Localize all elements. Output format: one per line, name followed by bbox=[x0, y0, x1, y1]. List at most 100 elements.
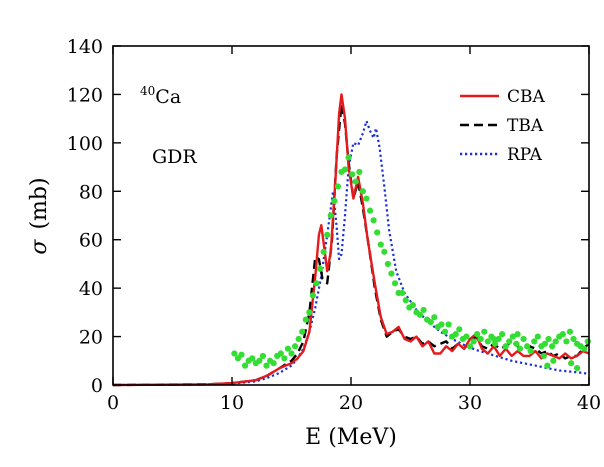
data-point-experiment-71 bbox=[484, 338, 491, 345]
data-point-experiment-15 bbox=[284, 345, 292, 352]
x-tick-label-10: 10 bbox=[220, 392, 244, 414]
legend-label-cba: CBA bbox=[507, 87, 546, 107]
x-tick-label-0: 0 bbox=[107, 392, 119, 414]
data-point-experiment-8 bbox=[259, 352, 267, 360]
data-point-experiment-43 bbox=[384, 260, 391, 268]
data-point-experiment-99 bbox=[584, 338, 591, 345]
data-point-experiment-74 bbox=[495, 335, 502, 343]
data-point-experiment-47 bbox=[399, 289, 406, 297]
data-point-experiment-98 bbox=[581, 345, 588, 352]
data-point-experiment-105 bbox=[574, 364, 581, 372]
data-point-experiment-25 bbox=[320, 248, 327, 255]
data-point-experiment-44 bbox=[388, 270, 395, 277]
data-point-experiment-83 bbox=[527, 348, 534, 355]
data-point-experiment-11 bbox=[270, 360, 277, 367]
data-point-experiment-88 bbox=[545, 335, 552, 343]
data-point-experiment-92 bbox=[559, 331, 566, 338]
data-point-experiment-26 bbox=[324, 231, 331, 238]
data-point-experiment-102 bbox=[540, 352, 547, 360]
data-point-experiment-21 bbox=[306, 309, 313, 316]
data-point-experiment-106 bbox=[544, 362, 551, 369]
x-axis-label: E (MeV) bbox=[305, 425, 397, 450]
plot-lines bbox=[112, 93, 590, 387]
data-point-experiment-70 bbox=[481, 328, 488, 335]
nucleus-annotation: 40Ca bbox=[140, 84, 181, 108]
data-point-experiment-55 bbox=[427, 318, 434, 326]
data-point-experiment-76 bbox=[502, 343, 509, 350]
data-point-experiment-90 bbox=[552, 338, 559, 345]
data-point-experiment-31 bbox=[341, 166, 349, 173]
data-point-experiment-41 bbox=[377, 241, 384, 248]
data-point-experiment-34 bbox=[352, 178, 359, 185]
data-point-experiment-50 bbox=[409, 301, 416, 309]
data-point-experiment-33 bbox=[349, 171, 356, 178]
y-tick-label-20: 20 bbox=[79, 327, 103, 349]
y-axis-unit: (mb) bbox=[27, 177, 52, 229]
y-tick-label-100: 100 bbox=[67, 133, 103, 155]
data-point-experiment-29 bbox=[334, 183, 342, 190]
y-tick-label-80: 80 bbox=[79, 181, 103, 203]
data-point-experiment-16 bbox=[288, 350, 295, 357]
data-point-experiment-59 bbox=[441, 328, 449, 335]
series-line-rpa bbox=[112, 120, 590, 387]
plot-markers bbox=[231, 154, 591, 372]
data-point-experiment-14 bbox=[281, 355, 288, 362]
data-point-experiment-2 bbox=[238, 351, 245, 358]
data-point-experiment-79 bbox=[513, 340, 520, 347]
data-point-experiment-103 bbox=[550, 357, 557, 364]
y-tick-label-40: 40 bbox=[79, 278, 103, 300]
data-point-experiment-32 bbox=[345, 154, 352, 161]
data-point-experiment-22 bbox=[309, 292, 317, 299]
data-point-experiment-81 bbox=[520, 335, 527, 343]
series-line-cba bbox=[112, 93, 590, 387]
data-point-experiment-62 bbox=[452, 331, 459, 338]
data-point-experiment-18 bbox=[295, 335, 302, 343]
data-point-experiment-48 bbox=[402, 297, 409, 304]
data-point-experiment-19 bbox=[299, 328, 306, 335]
data-point-experiment-104 bbox=[568, 360, 575, 367]
y-axis-symbol: σ bbox=[27, 239, 52, 255]
data-point-experiment-78 bbox=[509, 333, 516, 340]
data-point-experiment-73 bbox=[491, 340, 499, 347]
data-point-experiment-0 bbox=[231, 350, 238, 357]
y-axis-label: σ (mb) bbox=[27, 177, 52, 254]
legend: CBA TBA RPA bbox=[460, 87, 546, 165]
data-point-experiment-65 bbox=[463, 333, 470, 340]
data-point-experiment-7 bbox=[256, 357, 263, 364]
data-point-experiment-80 bbox=[516, 345, 524, 352]
data-point-experiment-60 bbox=[445, 321, 452, 328]
data-point-experiment-53 bbox=[420, 306, 427, 314]
data-point-experiment-39 bbox=[370, 217, 377, 224]
data-point-experiment-13 bbox=[277, 350, 284, 357]
legend-label-rpa: RPA bbox=[507, 145, 543, 165]
data-point-experiment-77 bbox=[506, 338, 513, 345]
data-point-experiment-35 bbox=[356, 168, 363, 176]
data-point-experiment-3 bbox=[241, 362, 249, 369]
x-tick-label-30: 30 bbox=[458, 392, 482, 414]
data-point-experiment-84 bbox=[531, 338, 538, 345]
data-point-experiment-20 bbox=[302, 316, 309, 323]
nucleus-symbol: Ca bbox=[155, 86, 181, 108]
y-tick-label-0: 0 bbox=[91, 375, 103, 397]
data-point-experiment-38 bbox=[366, 207, 374, 214]
data-point-experiment-45 bbox=[391, 280, 399, 287]
data-point-experiment-85 bbox=[534, 333, 541, 340]
data-point-experiment-89 bbox=[549, 343, 556, 350]
x-tick-label-40: 40 bbox=[577, 392, 601, 414]
data-point-experiment-27 bbox=[327, 212, 334, 219]
data-point-experiment-94 bbox=[566, 328, 574, 335]
data-point-experiment-37 bbox=[363, 195, 370, 202]
nucleus-mass: 40 bbox=[140, 84, 155, 98]
data-point-experiment-52 bbox=[416, 311, 424, 318]
axis-ticks bbox=[112, 45, 590, 386]
data-point-experiment-36 bbox=[359, 188, 366, 195]
data-point-experiment-95 bbox=[570, 335, 577, 343]
data-point-experiment-40 bbox=[374, 229, 381, 236]
data-point-experiment-5 bbox=[249, 355, 256, 362]
resonance-annotation: GDR bbox=[152, 146, 197, 168]
y-tick-label-60: 60 bbox=[79, 230, 103, 252]
data-point-experiment-87 bbox=[541, 340, 549, 347]
data-point-experiment-93 bbox=[563, 338, 570, 345]
data-point-experiment-67 bbox=[470, 338, 477, 345]
